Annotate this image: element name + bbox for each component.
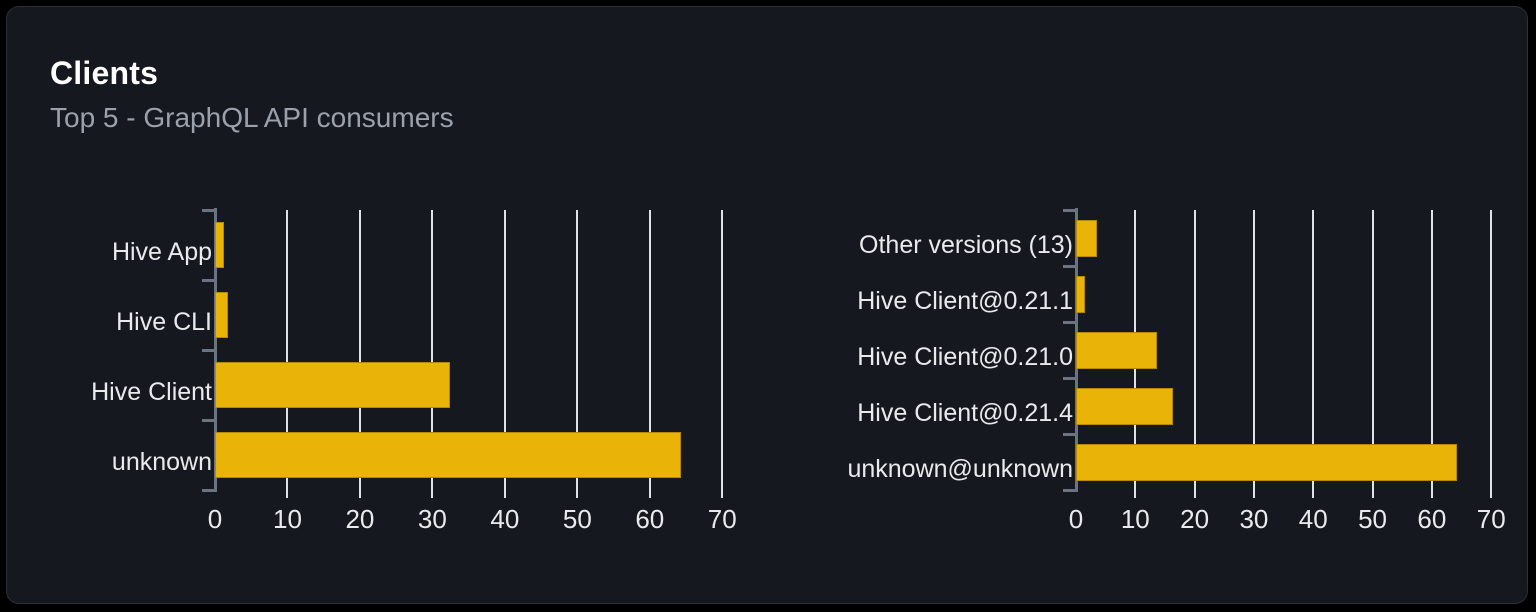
gridline-60 xyxy=(1430,210,1433,498)
gridline-30 xyxy=(431,210,434,498)
category-label-unknown-unknown: unknown@unknown xyxy=(847,454,1073,483)
x-tick-label-0: 0 xyxy=(1068,504,1084,534)
y-axis-line xyxy=(214,208,217,492)
gridline-20 xyxy=(1193,210,1196,498)
category-label-unknown: unknown xyxy=(111,447,212,476)
y-axis-tick xyxy=(202,208,214,212)
category-label-hive-app: Hive App xyxy=(111,237,212,266)
x-tick-label-30: 30 xyxy=(1239,504,1269,534)
category-label-hive-client-0-21-1: Hive Client@0.21.1 xyxy=(857,286,1073,315)
category-label-other-versions-13: Other versions (13) xyxy=(859,230,1073,259)
bar-other-versions-13 xyxy=(1076,219,1098,257)
category-label-hive-client-0-21-0: Hive Client@0.21.0 xyxy=(857,342,1073,371)
gridline-30 xyxy=(1252,210,1255,498)
x-tick-label-70: 70 xyxy=(1476,504,1506,534)
bar-unknown-unknown xyxy=(1076,443,1458,481)
x-tick-label-40: 40 xyxy=(1298,504,1328,534)
bar-hive-client-0-21-4 xyxy=(1076,387,1173,425)
bar-hive-client xyxy=(215,362,450,408)
x-tick-label-20: 20 xyxy=(345,504,375,534)
x-tick-label-30: 30 xyxy=(417,504,447,534)
category-label-hive-client: Hive Client xyxy=(91,377,212,406)
y-axis-tick xyxy=(202,418,214,422)
y-axis-tick xyxy=(202,488,214,492)
bar-hive-app xyxy=(215,222,225,268)
x-tick-label-10: 10 xyxy=(272,504,302,534)
card-title: Clients xyxy=(50,55,159,91)
x-tick-label-50: 50 xyxy=(562,504,592,534)
category-label-hive-client-0-21-4: Hive Client@0.21.4 xyxy=(857,398,1073,427)
bar-hive-client-0-21-1 xyxy=(1076,275,1086,313)
gridline-50 xyxy=(576,210,579,498)
x-tick-label-10: 10 xyxy=(1120,504,1150,534)
bar-hive-cli xyxy=(215,292,229,338)
card-subtitle: Top 5 - GraphQL API consumers xyxy=(50,102,454,133)
chart-plot-area: 0 10 20 30 40 50 60 70 xyxy=(1063,208,1509,534)
clients-card: Clients Top 5 - GraphQL API consumers Hi… xyxy=(6,6,1528,604)
gridline-70 xyxy=(1490,210,1493,498)
gridline-40 xyxy=(1312,210,1315,498)
y-axis-tick xyxy=(1063,376,1075,380)
gridline-60 xyxy=(648,210,651,498)
x-tick-label-70: 70 xyxy=(707,504,737,534)
chart-plot-area: 0 10 20 30 40 50 60 70 xyxy=(202,208,744,534)
y-axis-tick xyxy=(1063,208,1075,212)
bar-hive-client-0-21-0 xyxy=(1076,331,1158,369)
category-label-hive-cli: Hive CLI xyxy=(116,307,212,336)
y-axis-tick xyxy=(1063,264,1075,268)
x-tick-label-50: 50 xyxy=(1358,504,1388,534)
y-axis-tick xyxy=(1063,488,1075,492)
x-tick-label-40: 40 xyxy=(490,504,520,534)
y-axis-tick xyxy=(202,348,214,352)
gridline-70 xyxy=(721,210,724,498)
gridline-10 xyxy=(286,210,289,498)
gridline-40 xyxy=(503,210,506,498)
gridline-50 xyxy=(1371,210,1374,498)
y-axis-tick xyxy=(1063,432,1075,436)
y-axis-tick xyxy=(202,278,214,282)
x-tick-label-60: 60 xyxy=(1417,504,1447,534)
x-tick-label-60: 60 xyxy=(635,504,665,534)
x-tick-label-20: 20 xyxy=(1180,504,1210,534)
gridline-20 xyxy=(358,210,361,498)
x-tick-label-0: 0 xyxy=(207,504,223,534)
bar-unknown xyxy=(215,432,681,478)
y-axis-tick xyxy=(1063,320,1075,324)
